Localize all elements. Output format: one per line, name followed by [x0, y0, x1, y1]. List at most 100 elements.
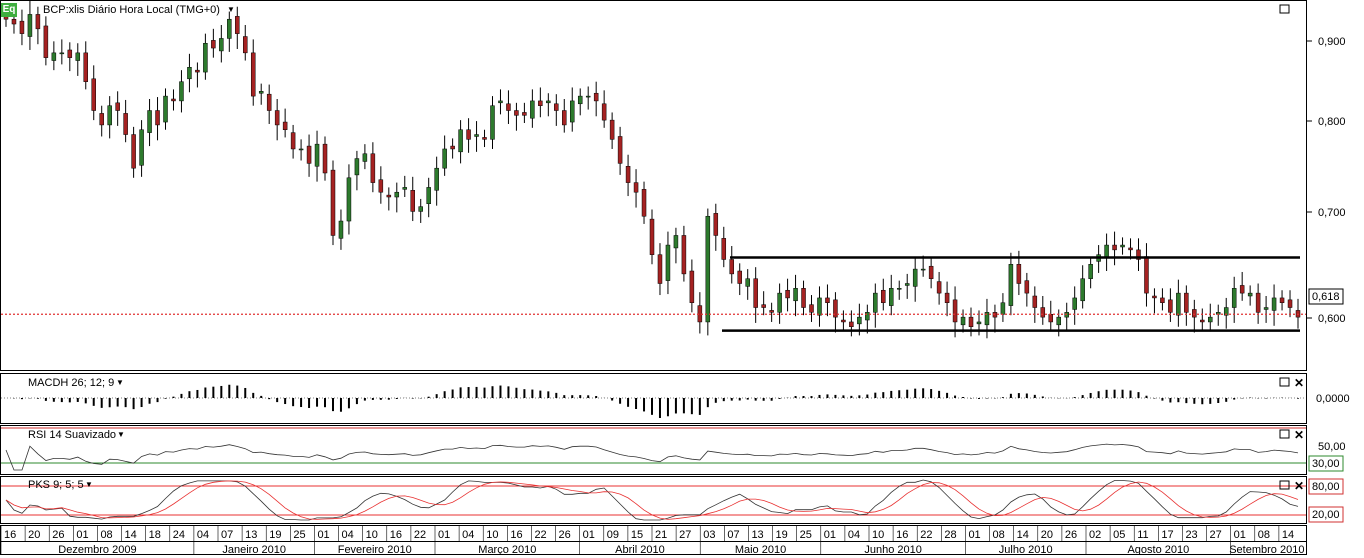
day-label: 03	[703, 529, 715, 541]
candle-body	[506, 103, 511, 111]
candle-body	[1208, 316, 1213, 323]
price-tick-800: 0,800	[1318, 116, 1346, 128]
day-label: 16	[4, 529, 16, 541]
candle-body	[920, 268, 926, 271]
candle-body	[801, 288, 806, 308]
title-dropdown-icon[interactable]: ▼	[227, 5, 235, 14]
day-label: 27	[1210, 529, 1222, 541]
candle-body	[1271, 297, 1277, 311]
candle-body	[1048, 314, 1054, 323]
day-label: 26	[559, 529, 571, 541]
candle-body	[569, 100, 575, 123]
candle-body	[769, 310, 774, 313]
candle-body	[585, 95, 591, 98]
rsi-maximize-icon[interactable]	[1279, 429, 1290, 439]
day-label: 04	[462, 529, 474, 541]
x-axis-group: 16 20 26 01 08 14 18 24 04 07 13 19 25 01 04 10 16 22 01 04…	[0, 526, 1304, 556]
day-label: 23	[1185, 529, 1197, 541]
candle-body	[1247, 292, 1253, 297]
candle-body	[577, 95, 583, 105]
candle-body	[43, 25, 49, 58]
rsi-title: RSI 14 Suavizado	[28, 429, 116, 441]
candle-body	[1112, 244, 1117, 251]
pks-maximize-icon[interactable]	[1279, 480, 1290, 490]
candle-body	[35, 14, 41, 30]
candle-body	[1231, 288, 1237, 308]
candle-body	[258, 91, 264, 94]
candle-body	[211, 40, 216, 49]
price-panel-frame	[0, 0, 1307, 371]
day-label: 24	[173, 529, 185, 541]
day-label: 08	[100, 529, 112, 541]
candle-body	[952, 299, 958, 323]
month-label: Abril 2010	[615, 544, 665, 555]
candle-body	[498, 100, 503, 104]
day-label: 27	[679, 529, 691, 541]
rsi-30-box	[1308, 455, 1344, 472]
candle-body	[1128, 247, 1133, 251]
day-label: 22	[414, 529, 426, 541]
rsi-dropdown-icon[interactable]: ▼	[117, 430, 125, 439]
candle-body	[19, 20, 25, 34]
pks-80-box	[1308, 478, 1344, 495]
candle-body	[1144, 256, 1149, 294]
candles-group	[3, 0, 1301, 339]
candle-body	[881, 289, 886, 303]
pks-close-icon[interactable]: ✕	[1294, 479, 1304, 493]
day-label: 14	[1017, 529, 1029, 541]
day-label: 08	[993, 529, 1005, 541]
candle-body	[673, 235, 679, 249]
macd-maximize-icon[interactable]	[1279, 377, 1290, 387]
day-label: 21	[655, 529, 667, 541]
pks-80-label: 80,00	[1312, 481, 1340, 493]
candle-body	[1239, 285, 1245, 294]
day-label: 16	[390, 529, 402, 541]
macd-close-icon[interactable]: ✕	[1294, 376, 1304, 390]
month-label: Dezembro 2009	[58, 544, 136, 555]
candle-body	[59, 52, 65, 55]
macd-dropdown-icon[interactable]: ▼	[116, 378, 124, 387]
day-label: 13	[245, 529, 257, 541]
rsi-50-label: 50,00	[1318, 441, 1346, 453]
candle-body	[163, 95, 168, 123]
candle-body	[171, 98, 176, 102]
candle-body	[330, 169, 336, 236]
rsi-30-label: 30,00	[1312, 458, 1340, 470]
candle-body	[115, 102, 120, 111]
month-label: Junho 2010	[864, 544, 922, 555]
day-label: 07	[221, 529, 233, 541]
pks-dropdown-icon[interactable]: ▼	[85, 480, 93, 489]
day-label: 01	[76, 529, 88, 541]
rsi-group	[1, 427, 1306, 471]
candle-body	[889, 288, 894, 306]
candle-body	[1152, 295, 1157, 299]
candle-body	[785, 289, 790, 299]
candle-body	[99, 113, 104, 126]
candle-body	[418, 206, 423, 212]
month-label: Setembro 2010	[1229, 544, 1304, 555]
rsi-close-icon[interactable]: ✕	[1294, 428, 1304, 442]
candle-body	[1120, 244, 1125, 248]
candle-body	[896, 288, 902, 290]
candle-body	[928, 265, 934, 279]
day-label: 11	[1137, 529, 1148, 541]
candle-body	[912, 268, 918, 287]
candle-body	[386, 194, 392, 198]
candle-body	[737, 270, 742, 284]
candle-body	[346, 177, 352, 222]
candle-body	[809, 304, 814, 313]
day-label: 09	[607, 529, 619, 541]
day-label: 20	[28, 529, 40, 541]
day-label: 16	[896, 529, 908, 541]
candle-body	[713, 213, 719, 236]
candle-body	[1192, 309, 1197, 318]
candle-body	[466, 129, 471, 140]
candle-body	[187, 67, 192, 80]
candle-body	[250, 52, 256, 97]
candle-body	[426, 187, 431, 204]
candle-body	[274, 110, 280, 126]
levels-group	[1, 256, 1306, 332]
candle-body	[107, 105, 112, 126]
maximize-icon[interactable]	[1279, 4, 1290, 14]
candle-body	[777, 292, 782, 313]
